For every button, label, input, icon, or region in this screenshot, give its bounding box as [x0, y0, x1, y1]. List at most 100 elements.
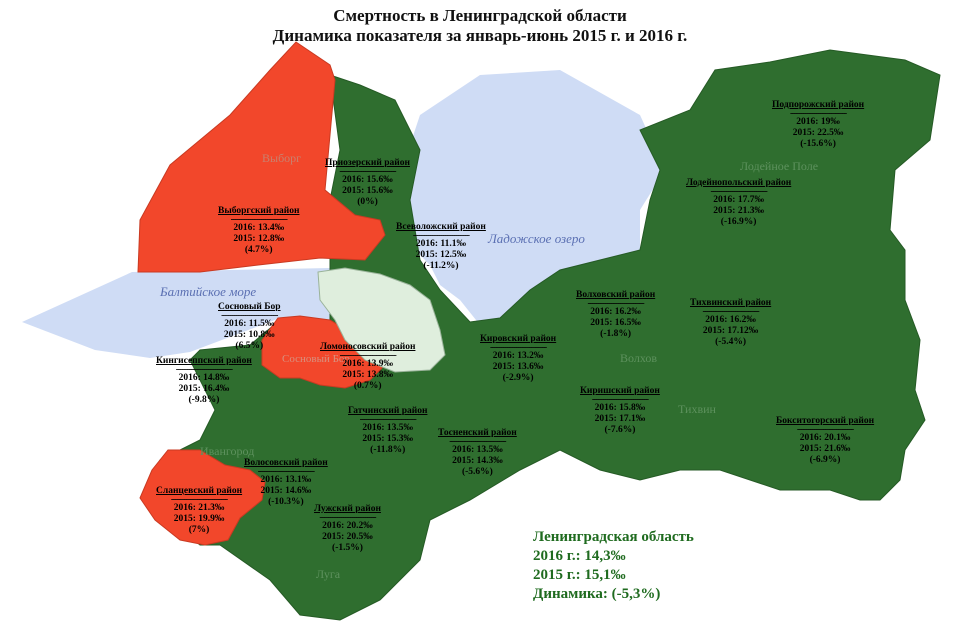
value-2015: 2015: 21.3‰ [713, 206, 764, 216]
map-title: Смертность в Ленинградской области [333, 6, 627, 25]
value-2016: 2016: 13.5‰ [362, 423, 414, 433]
district-name: Всеволожский район [396, 222, 486, 232]
town-luga-label: Луга [316, 567, 341, 581]
value-2016: 2016: 11.5‰ [224, 319, 275, 329]
value-2016: 2016: 20.1‰ [799, 433, 851, 443]
summary-2015: 2015 г.: 15,1‰ [533, 567, 626, 583]
value-2015: 2015: 15.3‰ [362, 434, 414, 444]
value-2015: 2015: 17.12‰ [702, 326, 759, 336]
district-separator: -------------------------- [257, 467, 315, 477]
value-2016: 2016: 13.4‰ [233, 223, 285, 233]
value-2016: 2016: 11.1‰ [415, 239, 467, 249]
change-percent: (-5.4%) [715, 337, 747, 347]
value-2016: 2016: 16.2‰ [705, 315, 756, 325]
value-2016: 2016: 15.6‰ [342, 175, 393, 185]
value-2016: 2016: 14.8‰ [178, 373, 230, 383]
value-2015: 2015: 16.4‰ [178, 384, 230, 394]
district-volkhovsky: Волховский район -----------------------… [576, 290, 655, 340]
district-volosovsky: Волосовский район ----------------------… [244, 458, 328, 508]
change-percent: (7%) [188, 525, 210, 535]
value-2015: 2015: 16.5‰ [590, 318, 641, 328]
district-gatchinsky: Гатчинский район -----------------------… [348, 406, 427, 456]
change-percent: (-7.6%) [604, 425, 636, 435]
district-separator: -------------------------- [702, 307, 759, 317]
value-2015: 2015: 12.8‰ [233, 234, 285, 244]
town-volkhov-label: Волхов [620, 351, 657, 365]
change-percent: (-11.2%) [423, 261, 459, 271]
district-name: Тихвинский район [690, 298, 772, 308]
value-2016: 2016: 13.1‰ [260, 475, 312, 485]
district-tikhvinsky: Тихвинский район -----------------------… [690, 298, 771, 348]
value-2016: 2016: 15.8‰ [594, 403, 646, 413]
district-luzhsky: Лужский район --------------------------… [314, 504, 381, 554]
town-ivangorod-label: Ивангород [200, 444, 254, 458]
value-2015: 2015: 14.6‰ [260, 486, 312, 496]
district-kirishsky: Киришский район ------------------------… [580, 386, 660, 436]
change-percent: (-1.5%) [332, 543, 363, 553]
value-2016: 2016: 20.2‰ [322, 521, 373, 531]
district-priozersky: Приозерский район ----------------------… [325, 158, 410, 208]
district-separator: -------------------------- [230, 215, 288, 225]
change-percent: (-6.9%) [809, 455, 841, 465]
district-name: Сосновый Бор [218, 302, 281, 312]
district-separator: -------------------------- [587, 299, 644, 309]
change-percent: (-11.8%) [370, 445, 406, 455]
value-2016: 2016: 13.2‰ [492, 351, 544, 361]
district-name: Киришский район [580, 386, 660, 396]
value-2015: 2015: 19.9‰ [173, 514, 225, 524]
district-separator: -------------------------- [170, 495, 228, 505]
district-separator: -------------------------- [412, 231, 470, 241]
district-lomonosovsky: Ломоносовский район --------------------… [320, 342, 415, 392]
value-2016: 2016: 17.7‰ [713, 195, 764, 205]
district-separator: -------------------------- [221, 311, 278, 321]
change-percent: (0%) [357, 197, 378, 207]
district-vsevolozhsky: Всеволожский район ---------------------… [396, 222, 486, 272]
summary-change: Динамика: (-5,3%) [533, 586, 661, 602]
change-percent: (6.5%) [235, 341, 264, 351]
district-separator: -------------------------- [710, 187, 767, 197]
district-separator: -------------------------- [591, 395, 649, 405]
change-percent: (-16.9%) [720, 217, 757, 227]
value-2016: 2016: 19‰ [796, 117, 840, 127]
value-2016: 2016: 13.5‰ [452, 445, 503, 455]
change-percent: (0.7%) [353, 381, 382, 391]
district-name: Волосовский район [244, 458, 328, 468]
district-separator: -------------------------- [489, 343, 547, 353]
vyborgsky-territory [137, 41, 386, 273]
saint-petersburg-area [317, 267, 446, 373]
district-name: Тосненский район [438, 428, 517, 438]
district-name: Бокситогорский район [776, 416, 875, 426]
value-2015: 2015: 22.5‰ [792, 128, 844, 138]
region-summary: Ленинградская область 2016 г.: 14,3‰ 201… [533, 528, 694, 604]
district-separator: -------------------------- [339, 351, 397, 361]
district-slantsevsky: Сланцевский район ----------------------… [156, 486, 242, 536]
value-2015: 2015: 15.6‰ [342, 186, 393, 196]
slantsevsky-territory [139, 449, 266, 546]
change-percent: (-9.8%) [188, 395, 220, 405]
change-percent: (-5.6%) [461, 467, 493, 477]
district-separator: -------------------------- [449, 437, 506, 447]
district-separator: -------------------------- [796, 425, 854, 435]
town-vyborg-label: Выборг [262, 151, 301, 165]
change-percent: (-15.6%) [800, 139, 836, 149]
district-name: Выборгский район [218, 206, 300, 216]
value-2015: 2015: 20.5‰ [322, 532, 373, 542]
district-sosnovy-bor: Сосновый Бор -------------------------- … [218, 302, 281, 352]
district-podporozhsky: Подпорожский район ---------------------… [772, 100, 864, 150]
change-percent: (-1.8%) [600, 329, 632, 339]
lake-ladoga-label: Ладожское озеро [487, 231, 585, 246]
district-name: Сланцевский район [156, 486, 243, 496]
change-percent: (-10.3%) [268, 497, 304, 507]
district-vyborgsky: Выборгский район -----------------------… [218, 206, 299, 256]
district-tosnensky: Тосненский район -----------------------… [438, 428, 517, 478]
district-boksitogorsky: Бокситогорский район -------------------… [776, 416, 874, 466]
district-name: Приозерский район [325, 158, 410, 168]
district-separator: -------------------------- [789, 109, 847, 119]
town-sosnovy-bor-label: Сосновый Бор [282, 353, 350, 365]
district-name: Волховский район [576, 290, 656, 300]
district-name: Лодейнопольский район [686, 178, 792, 188]
value-2015: 2015: 13.8‰ [342, 370, 394, 380]
lomonosovsky-territory [261, 315, 391, 389]
